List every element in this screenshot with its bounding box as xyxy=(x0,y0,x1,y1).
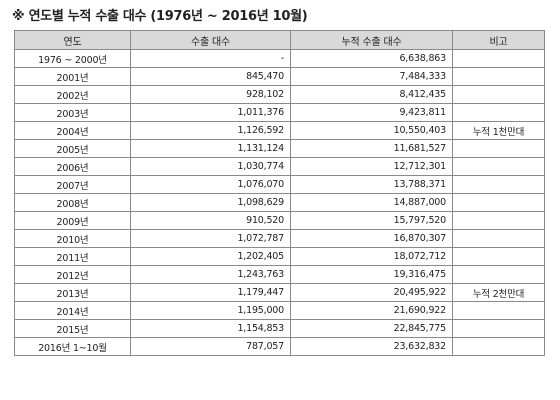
cell-year: 2002년 xyxy=(14,85,131,104)
cell-cumulative: 9,423,811 xyxy=(290,103,453,122)
cell-exports: 1,030,774 xyxy=(130,157,291,176)
cell-exports: - xyxy=(130,49,291,68)
cell-exports: 1,131,124 xyxy=(130,139,291,158)
cell-exports: 787,057 xyxy=(130,337,291,356)
cell-exports: 1,179,447 xyxy=(130,283,291,302)
table-row: 2016년 1~10월 787,057 23,632,832 xyxy=(14,337,545,356)
cell-cumulative: 12,712,301 xyxy=(290,157,453,176)
cell-exports: 1,154,853 xyxy=(130,319,291,338)
cell-year: 2015년 xyxy=(14,319,131,338)
cell-cumulative: 21,690,922 xyxy=(290,301,453,320)
cell-exports: 1,195,000 xyxy=(130,301,291,320)
cell-year: 2003년 xyxy=(14,103,131,122)
table-row: 1976 ~ 2000년 -6,638,863 xyxy=(14,49,545,68)
cell-exports: 1,126,592 xyxy=(130,121,291,140)
cell-cumulative: 19,316,475 xyxy=(290,265,453,284)
page-title: ※ 연도별 누적 수출 대수 (1976년 ~ 2016년 10월) xyxy=(12,9,308,24)
cell-exports: 910,520 xyxy=(130,211,291,230)
cell-year: 2008년 xyxy=(14,193,131,212)
cell-note xyxy=(452,67,545,86)
table-row: 2005년 1,131,124 11,681,527 xyxy=(14,139,545,158)
cell-exports: 1,011,376 xyxy=(130,103,291,122)
cell-cumulative: 16,870,307 xyxy=(290,229,453,248)
cell-cumulative: 7,484,333 xyxy=(290,67,453,86)
cell-note: 누적 1천만대 xyxy=(452,121,545,140)
cell-cumulative: 22,845,775 xyxy=(290,319,453,338)
cell-note xyxy=(452,175,545,194)
table-row: 2015년 1,154,853 22,845,775 xyxy=(14,319,545,338)
cell-note xyxy=(452,319,545,338)
table-row: 2009년 910,520 15,797,520 xyxy=(14,211,545,230)
header-note: 비고 xyxy=(452,30,545,50)
table-row: 2007년 1,076,070 13,788,371 xyxy=(14,175,545,194)
cell-note xyxy=(452,211,545,230)
table-row: 2014년 1,195,000 21,690,922 xyxy=(14,301,545,320)
table-row: 2004년 1,126,592 10,550,403 누적 1천만대 xyxy=(14,121,545,140)
cell-cumulative: 18,072,712 xyxy=(290,247,453,266)
cell-note xyxy=(452,157,545,176)
cell-year: 2016년 1~10월 xyxy=(14,337,131,356)
table-row: 2001년 845,470 7,484,333 xyxy=(14,67,545,86)
cell-cumulative: 14,887,000 xyxy=(290,193,453,212)
cell-exports: 1,072,787 xyxy=(130,229,291,248)
cell-year: 2001년 xyxy=(14,67,131,86)
cell-note xyxy=(452,49,545,68)
table-row: 2011년 1,202,405 18,072,712 xyxy=(14,247,545,266)
table-row: 2002년 928,102 8,412,435 xyxy=(14,85,545,104)
cell-year: 2006년 xyxy=(14,157,131,176)
cell-year: 2012년 xyxy=(14,265,131,284)
cell-cumulative: 6,638,863 xyxy=(290,49,453,68)
cell-exports: 845,470 xyxy=(130,67,291,86)
table-row: 2013년 1,179,447 20,495,922 누적 2천만대 xyxy=(14,283,545,302)
cell-note xyxy=(452,229,545,248)
table-header-row: 연도 수출 대수 누적 수출 대수 비고 xyxy=(14,30,545,50)
header-exports: 수출 대수 xyxy=(130,30,291,50)
cell-note xyxy=(452,301,545,320)
cell-cumulative: 20,495,922 xyxy=(290,283,453,302)
table-row: 2010년 1,072,787 16,870,307 xyxy=(14,229,545,248)
cell-note xyxy=(452,103,545,122)
cell-cumulative: 10,550,403 xyxy=(290,121,453,140)
cell-year: 1976 ~ 2000년 xyxy=(14,49,131,68)
table-row: 2003년 1,011,376 9,423,811 xyxy=(14,103,545,122)
cell-note xyxy=(452,265,545,284)
cell-note xyxy=(452,193,545,212)
cell-cumulative: 15,797,520 xyxy=(290,211,453,230)
cell-note xyxy=(452,85,545,104)
table-row: 2006년 1,030,774 12,712,301 xyxy=(14,157,545,176)
table-row: 2012년 1,243,763 19,316,475 xyxy=(14,265,545,284)
cell-note xyxy=(452,247,545,266)
cell-year: 2014년 xyxy=(14,301,131,320)
table-row: 2008년 1,098,629 14,887,000 xyxy=(14,193,545,212)
cell-year: 2005년 xyxy=(14,139,131,158)
cell-year: 2009년 xyxy=(14,211,131,230)
table-body: 1976 ~ 2000년 -6,638,863 2001년 845,470 7,484,… xyxy=(14,49,545,356)
cell-cumulative: 23,632,832 xyxy=(290,337,453,356)
cell-note: 누적 2천만대 xyxy=(452,283,545,302)
cell-exports: 1,202,405 xyxy=(130,247,291,266)
cell-note xyxy=(452,337,545,356)
cell-year: 2007년 xyxy=(14,175,131,194)
cell-note xyxy=(452,139,545,158)
cell-year: 2011년 xyxy=(14,247,131,266)
cell-cumulative: 13,788,371 xyxy=(290,175,453,194)
cell-exports: 928,102 xyxy=(130,85,291,104)
header-cumulative: 누적 수출 대수 xyxy=(290,30,453,50)
cell-year: 2004년 xyxy=(14,121,131,140)
cell-cumulative: 8,412,435 xyxy=(290,85,453,104)
cell-exports: 1,098,629 xyxy=(130,193,291,212)
cell-cumulative: 11,681,527 xyxy=(290,139,453,158)
cell-exports: 1,076,070 xyxy=(130,175,291,194)
cell-year: 2013년 xyxy=(14,283,131,302)
export-table: 연도 수출 대수 누적 수출 대수 비고 1976 ~ 2000년 -6,638,… xyxy=(14,30,545,356)
cell-exports: 1,243,763 xyxy=(130,265,291,284)
cell-year: 2010년 xyxy=(14,229,131,248)
header-year: 연도 xyxy=(14,30,131,50)
